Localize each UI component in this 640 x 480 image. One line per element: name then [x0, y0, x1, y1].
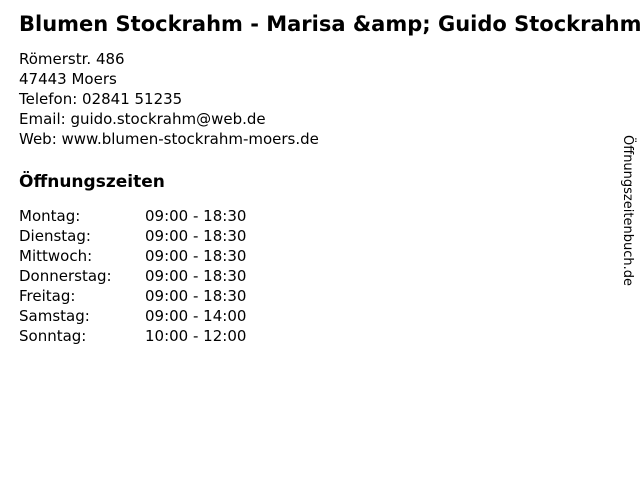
time-value: 09:00 - 18:30 — [145, 267, 247, 285]
vertical-watermark-oeffnungszeitenbuch: Öffnungszeitenbuch.de — [620, 135, 635, 286]
table-row: Montag: 09:00 - 18:30 — [19, 206, 246, 226]
opening-hours-heading: Öffnungszeiten — [19, 172, 165, 192]
time-value: 09:00 - 18:30 — [145, 227, 247, 245]
address-web: Web: www.blumen-stockrahm-moers.de — [19, 130, 319, 148]
time-value: 10:00 - 12:00 — [145, 327, 247, 345]
day-label: Donnerstag: — [19, 267, 112, 285]
table-row: Freitag: 09:00 - 18:30 — [19, 286, 246, 306]
table-row: Donnerstag: 09:00 - 18:30 — [19, 266, 246, 286]
day-label: Samstag: — [19, 307, 90, 325]
time-value: 09:00 - 14:00 — [145, 307, 247, 325]
time-value: 09:00 - 18:30 — [145, 287, 247, 305]
address-block: Römerstr. 486 47443 Moers Telefon: 02841… — [19, 49, 600, 149]
day-label: Sonntag: — [19, 327, 87, 345]
day-label: Mittwoch: — [19, 247, 93, 265]
table-row: Mittwoch: 09:00 - 18:30 — [19, 246, 246, 266]
day-label: Dienstag: — [19, 227, 91, 245]
address-city: 47443 Moers — [19, 70, 117, 88]
address-email: Email: guido.stockrahm@web.de — [19, 110, 266, 128]
table-row: Dienstag: 09:00 - 18:30 — [19, 226, 246, 246]
table-row: Samstag: 09:00 - 14:00 — [19, 306, 246, 326]
address-phone: Telefon: 02841 51235 — [19, 90, 183, 108]
day-label: Montag: — [19, 207, 81, 225]
time-value: 09:00 - 18:30 — [145, 207, 247, 225]
table-row: Sonntag: 10:00 - 12:00 — [19, 326, 246, 346]
time-value: 09:00 - 18:30 — [145, 247, 247, 265]
opening-hours-table: Montag: 09:00 - 18:30 Dienstag: 09:00 - … — [19, 206, 246, 346]
address-street: Römerstr. 486 — [19, 50, 125, 68]
day-label: Freitag: — [19, 287, 76, 305]
business-title: Blumen Stockrahm - Marisa &amp; Guido St… — [19, 12, 640, 36]
